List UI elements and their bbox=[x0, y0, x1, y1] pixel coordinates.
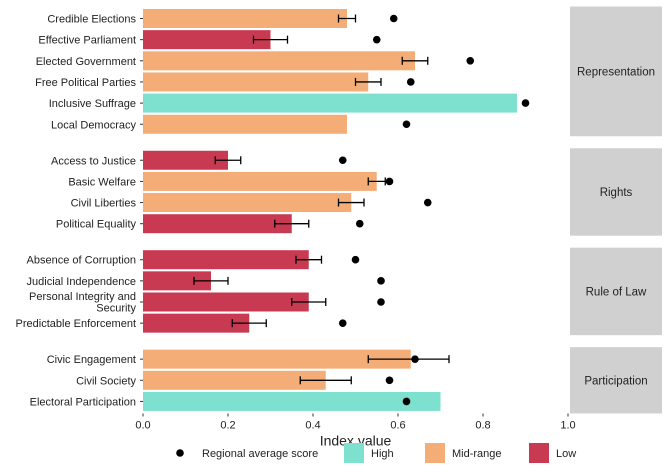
bar bbox=[143, 292, 309, 312]
facet-strip-label: Participation bbox=[584, 375, 647, 387]
regional-avg-point bbox=[372, 35, 381, 44]
x-axis-tick-label: 0.4 bbox=[305, 419, 320, 431]
legend-label: Mid-range bbox=[452, 448, 502, 460]
regional-avg-point bbox=[406, 78, 415, 86]
regional-avg-point bbox=[423, 198, 432, 207]
facet-strip bbox=[570, 347, 662, 414]
legend-point-label: Regional average score bbox=[202, 448, 318, 460]
y-axis-label: Credible Elections bbox=[47, 14, 136, 26]
bar bbox=[143, 214, 292, 234]
regional-avg-point bbox=[411, 355, 419, 363]
regional-avg-point bbox=[402, 397, 411, 406]
bar bbox=[143, 30, 271, 50]
bar bbox=[143, 150, 228, 170]
y-axis-label: Free Political Parties bbox=[35, 77, 136, 89]
bar bbox=[143, 114, 347, 134]
y-axis-label: Inclusive Suffrage bbox=[49, 98, 136, 110]
y-axis-label: Electoral Participation bbox=[30, 396, 136, 408]
regional-avg-point bbox=[355, 219, 364, 228]
bar bbox=[143, 391, 441, 411]
legend-swatch bbox=[529, 443, 549, 463]
facet-strip bbox=[570, 247, 662, 336]
facet-strip-label: Rule of Law bbox=[586, 286, 647, 298]
regional-avg-point bbox=[389, 14, 398, 23]
y-axis-label: Civil Liberties bbox=[71, 198, 137, 210]
regional-avg-point bbox=[377, 298, 385, 306]
x-axis-tick-label: 0.8 bbox=[475, 419, 490, 431]
x-axis-title: Index value bbox=[320, 432, 392, 448]
regional-avg-point bbox=[466, 57, 475, 65]
regional-avg-point bbox=[338, 319, 347, 327]
bar bbox=[143, 271, 211, 291]
x-axis-tick-label: 0.0 bbox=[135, 419, 150, 431]
facet-strip bbox=[570, 148, 662, 236]
y-axis-label: Civic Engagement bbox=[47, 354, 136, 366]
y-axis-label: Personal Integrity and Security bbox=[29, 291, 137, 315]
facet-strip bbox=[570, 6, 662, 137]
y-axis-label: Elected Government bbox=[36, 56, 136, 68]
regional-avg-point bbox=[338, 156, 347, 165]
x-axis-tick-label: 1.0 bbox=[560, 419, 575, 431]
y-axis-label: Absence of Corruption bbox=[27, 255, 136, 267]
regional-avg-point bbox=[402, 120, 411, 129]
bar bbox=[143, 93, 517, 113]
regional-avg-point bbox=[377, 277, 385, 285]
panel-background bbox=[143, 6, 568, 137]
bar bbox=[143, 171, 377, 191]
bar bbox=[143, 250, 309, 270]
facet-strip-label: Rights bbox=[600, 187, 633, 199]
regional-avg-point bbox=[351, 255, 360, 264]
facet-strip-label: Representation bbox=[577, 66, 655, 78]
x-axis-tick-label: 0.6 bbox=[390, 419, 405, 431]
y-axis-labels: Credible Elections Effective Parliament El… bbox=[16, 14, 143, 408]
y-axis-label: Judicial Independence bbox=[27, 276, 136, 288]
regional-avg-point bbox=[385, 376, 394, 385]
y-axis-label: Civil Society bbox=[76, 375, 136, 387]
bar bbox=[143, 313, 250, 333]
legend-point-key bbox=[176, 449, 184, 457]
bar bbox=[143, 9, 347, 28]
bar bbox=[143, 370, 326, 390]
y-axis-label: Political Equality bbox=[56, 219, 137, 231]
legend-label: High bbox=[371, 448, 394, 460]
y-axis-label: Basic Welfare bbox=[68, 176, 136, 188]
legend-label: Low bbox=[556, 448, 576, 460]
y-axis-label: Local Democracy bbox=[51, 119, 136, 131]
error-bars bbox=[193, 14, 450, 385]
x-axis: 0.0 0.2 0.4 0.6 0.8 1.0 bbox=[135, 413, 576, 431]
regional-avg-point bbox=[521, 99, 530, 107]
x-axis-tick-label: 0.2 bbox=[220, 419, 235, 431]
bars bbox=[143, 9, 517, 411]
bar bbox=[143, 51, 415, 71]
regional-avg-point bbox=[385, 177, 394, 186]
facet-strips: Representation Rights Rule of Law Participa… bbox=[570, 6, 662, 414]
regional-avg-points bbox=[338, 14, 530, 406]
bar bbox=[143, 193, 352, 213]
bar bbox=[143, 349, 411, 369]
y-axis-label: Access to Justice bbox=[51, 155, 136, 167]
legend-swatch bbox=[344, 443, 364, 463]
y-axis-label: Predictable Enforcement bbox=[16, 318, 136, 330]
legend-swatch bbox=[425, 443, 445, 463]
y-axis-label: Effective Parliament bbox=[38, 35, 136, 47]
bar bbox=[143, 72, 369, 92]
legend: Regional average score High Mid-range Low bbox=[176, 443, 576, 463]
